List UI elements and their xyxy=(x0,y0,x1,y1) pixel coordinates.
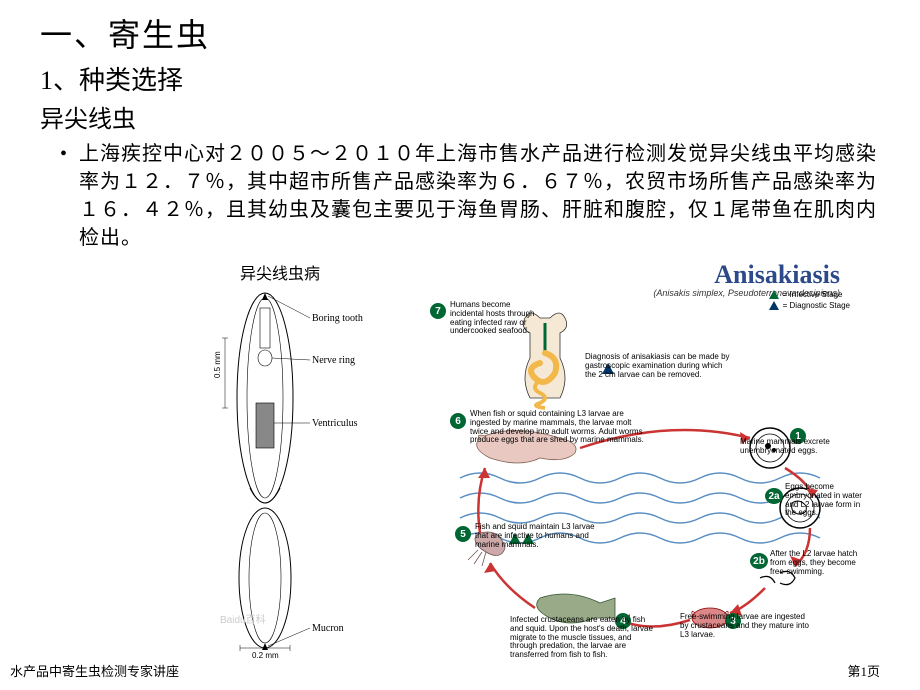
step-2b-num: 2b xyxy=(750,553,768,569)
footer-left: 水产品中寄生虫检测专家讲座 xyxy=(10,661,179,680)
lifecycle-diagram: 7 6 1 2a 2b 3 4 5 Humans become incident… xyxy=(420,298,860,668)
label-boring-tooth: Boring tooth xyxy=(312,313,363,324)
footer-right: 第1页 xyxy=(847,661,880,680)
label-ventriculus: Ventriculus xyxy=(312,418,358,429)
worm-svg: Boring tooth Nerve ring Ventriculus Mucr… xyxy=(180,288,380,658)
heading-1: 一、寄生虫 xyxy=(40,10,880,56)
label-nerve-ring: Nerve ring xyxy=(312,355,355,366)
step-5-text: Fish and squid maintain L3 larvae that a… xyxy=(475,523,595,549)
scale-bottom: 0.2 mm xyxy=(252,651,279,658)
figure-worm: 异尖线虫病 Boring tooth xyxy=(160,260,400,668)
step-1-text: Marine mammals excrete unembryonated egg… xyxy=(740,438,855,456)
step-6-num: 6 xyxy=(450,413,466,429)
step-2a-text: Eggs become embryonated in water and L2 … xyxy=(785,483,865,518)
bullet-row: • 上海疾控中心对２００５～２０１０年上海市售水产品进行检测发觉异尖线虫平均感染… xyxy=(40,140,880,252)
body-text: 上海疾控中心对２００５～２０１０年上海市售水产品进行检测发觉异尖线虫平均感染率为… xyxy=(79,140,880,252)
watermark: Baidu百科 xyxy=(220,613,266,626)
step-7-text: Humans become incidental hosts through e… xyxy=(450,301,545,336)
figure-worm-title: 异尖线虫病 xyxy=(160,260,400,284)
diag-text: Diagnosis of anisakiasis can be made by … xyxy=(585,353,735,379)
step-5-num: 5 xyxy=(455,526,471,542)
step-7-num: 7 xyxy=(430,303,446,319)
figure-lifecycle: Anisakiasis (Anisakis simplex, Pseudoter… xyxy=(420,260,860,668)
step-3-text: Free-swimming larvae are ingested by cru… xyxy=(680,613,810,639)
step-4-text: Infected crustaceans are eaten by fish a… xyxy=(510,616,660,660)
step-6-text: When fish or squid containing L3 larvae … xyxy=(470,410,645,445)
step-2a-num: 2a xyxy=(765,488,783,504)
heading-2: 1、种类选择 xyxy=(40,60,880,97)
scale-top: 0.5 mm xyxy=(213,351,222,378)
bullet-dot: • xyxy=(60,140,67,252)
step-2b-text: After the L2 larvae hatch from eggs, the… xyxy=(770,550,860,576)
lifecycle-title: Anisakiasis xyxy=(420,260,860,290)
heading-3: 异尖线虫 xyxy=(40,99,880,134)
label-mucron: Mucron xyxy=(312,623,344,634)
figures-row: 异尖线虫病 Boring tooth xyxy=(40,260,880,668)
